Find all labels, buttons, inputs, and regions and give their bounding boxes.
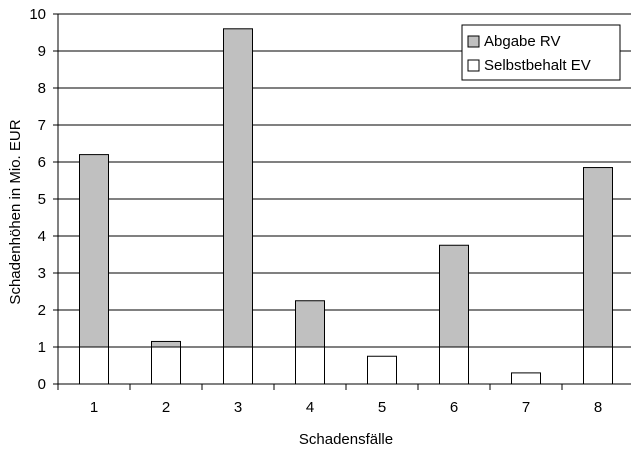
x-tick-label: 8 xyxy=(594,399,602,416)
y-tick-label: 5 xyxy=(38,191,46,208)
bar-selbstbehalt-ev-7 xyxy=(511,372,541,385)
legend: Abgabe RV Selbstbehalt EV xyxy=(461,24,621,81)
x-tick-label: 6 xyxy=(450,399,458,416)
legend-swatch-abgabe-rv xyxy=(467,35,480,48)
y-tick-label: 3 xyxy=(38,265,46,282)
bar-selbstbehalt-ev-8 xyxy=(583,346,613,385)
x-tick-labels: 1 2 3 4 5 6 7 8 xyxy=(57,384,602,416)
x-tick-label: 1 xyxy=(90,399,98,416)
gridlines xyxy=(58,13,631,348)
bar-selbstbehalt-ev-4 xyxy=(295,346,325,385)
y-tick-label: 2 xyxy=(38,302,46,319)
y-tick-label: 4 xyxy=(38,228,46,245)
bar-abgabe-rv-2 xyxy=(151,340,181,348)
y-tick-label: 8 xyxy=(38,80,46,97)
bars xyxy=(79,28,613,385)
bar-abgabe-rv-4 xyxy=(295,300,325,348)
bar-selbstbehalt-ev-5 xyxy=(367,355,397,385)
y-tick-label: 6 xyxy=(38,154,46,171)
x-axis-label: Schadensfälle xyxy=(299,431,393,448)
legend-box xyxy=(461,24,621,81)
bar-abgabe-rv-1 xyxy=(79,154,109,348)
x-tick-label: 2 xyxy=(162,399,170,416)
x-tick-label: 7 xyxy=(522,399,530,416)
x-tick-label: 3 xyxy=(234,399,242,416)
y-tick-label: 0 xyxy=(38,376,46,393)
legend-swatch-selbstbehalt-ev xyxy=(467,59,480,72)
x-tick-label: 4 xyxy=(306,399,314,416)
y-axis-label: Schadenhöhen in Mio. EUR xyxy=(7,119,24,304)
bar-abgabe-rv-6 xyxy=(439,244,469,348)
bar-selbstbehalt-ev-3 xyxy=(223,346,253,385)
legend-label-selbstbehalt-ev: Selbstbehalt EV xyxy=(484,57,591,74)
y-tick-label: 10 xyxy=(29,6,46,23)
legend-label-abgabe-rv: Abgabe RV xyxy=(484,33,560,50)
bar-selbstbehalt-ev-2 xyxy=(151,346,181,385)
y-tick-labels: 0 1 2 3 4 5 6 7 8 9 10 xyxy=(29,6,58,393)
bar-selbstbehalt-ev-1 xyxy=(79,346,109,385)
x-tick-label: 5 xyxy=(378,399,386,416)
bar-abgabe-rv-3 xyxy=(223,28,253,348)
y-tick-label: 7 xyxy=(38,117,46,134)
bar-selbstbehalt-ev-6 xyxy=(439,346,469,385)
y-tick-label: 1 xyxy=(38,339,46,356)
bar-abgabe-rv-8 xyxy=(583,167,613,348)
y-tick-label: 9 xyxy=(38,43,46,60)
